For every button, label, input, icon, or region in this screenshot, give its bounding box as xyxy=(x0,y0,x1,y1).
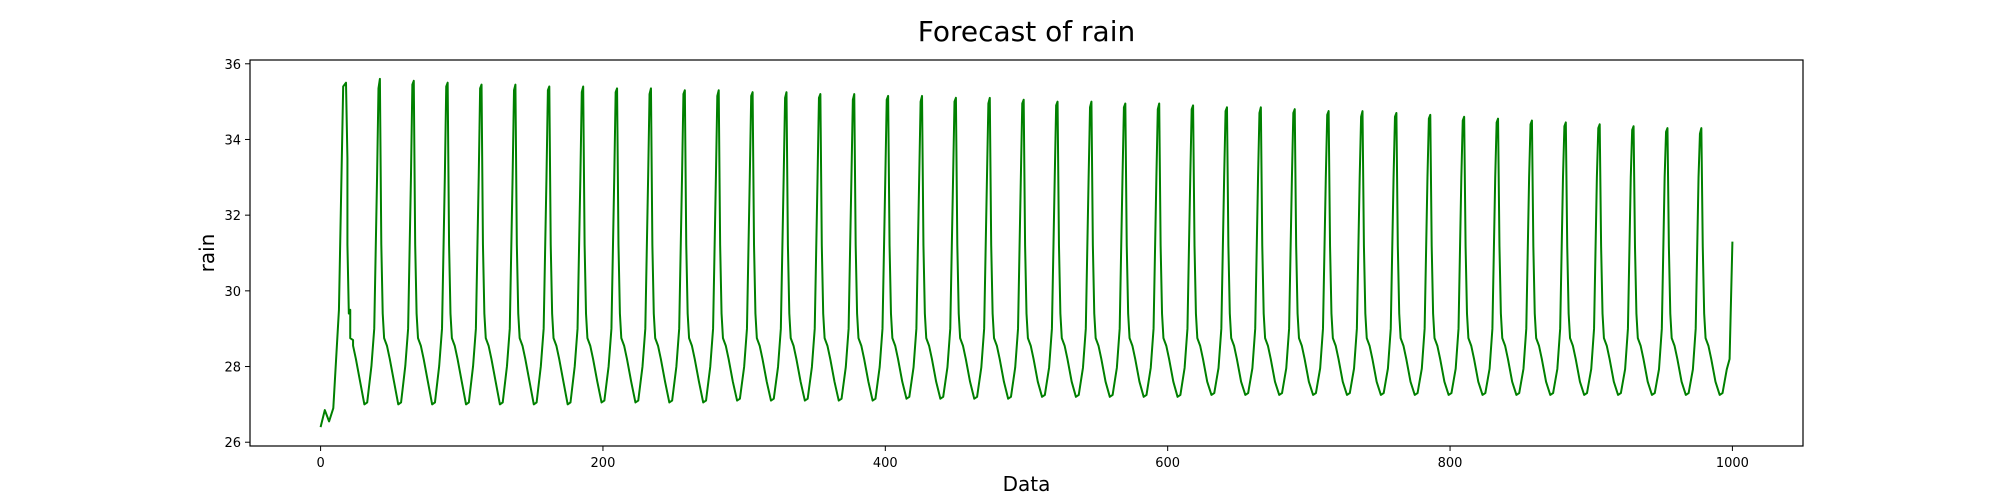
y-tick-label: 26 xyxy=(224,436,241,451)
y-axis-title: rain xyxy=(195,234,219,273)
x-axis: 0 200 400 600 800 1000 xyxy=(316,446,1749,471)
y-tick-label: 32 xyxy=(224,209,241,224)
x-tick-label: 800 xyxy=(1438,456,1463,471)
y-tick-label: 30 xyxy=(224,285,241,300)
y-tick-label: 36 xyxy=(224,58,241,73)
y-tick-label: 28 xyxy=(224,361,241,376)
y-tick-label: 34 xyxy=(224,133,241,148)
x-tick-label: 200 xyxy=(591,456,616,471)
series-line-rain xyxy=(319,77,1734,428)
chart-title: Forecast of rain xyxy=(918,15,1135,48)
plot-frame xyxy=(249,59,1804,447)
x-tick-label: 400 xyxy=(873,456,898,471)
x-tick-label: 0 xyxy=(316,456,324,471)
y-axis: 26 28 30 32 34 36 xyxy=(224,58,250,451)
plot-area xyxy=(249,59,1804,447)
x-tick-label: 1000 xyxy=(1716,456,1749,471)
x-tick-label: 600 xyxy=(1155,456,1180,471)
x-axis-title: Data xyxy=(1003,472,1051,496)
